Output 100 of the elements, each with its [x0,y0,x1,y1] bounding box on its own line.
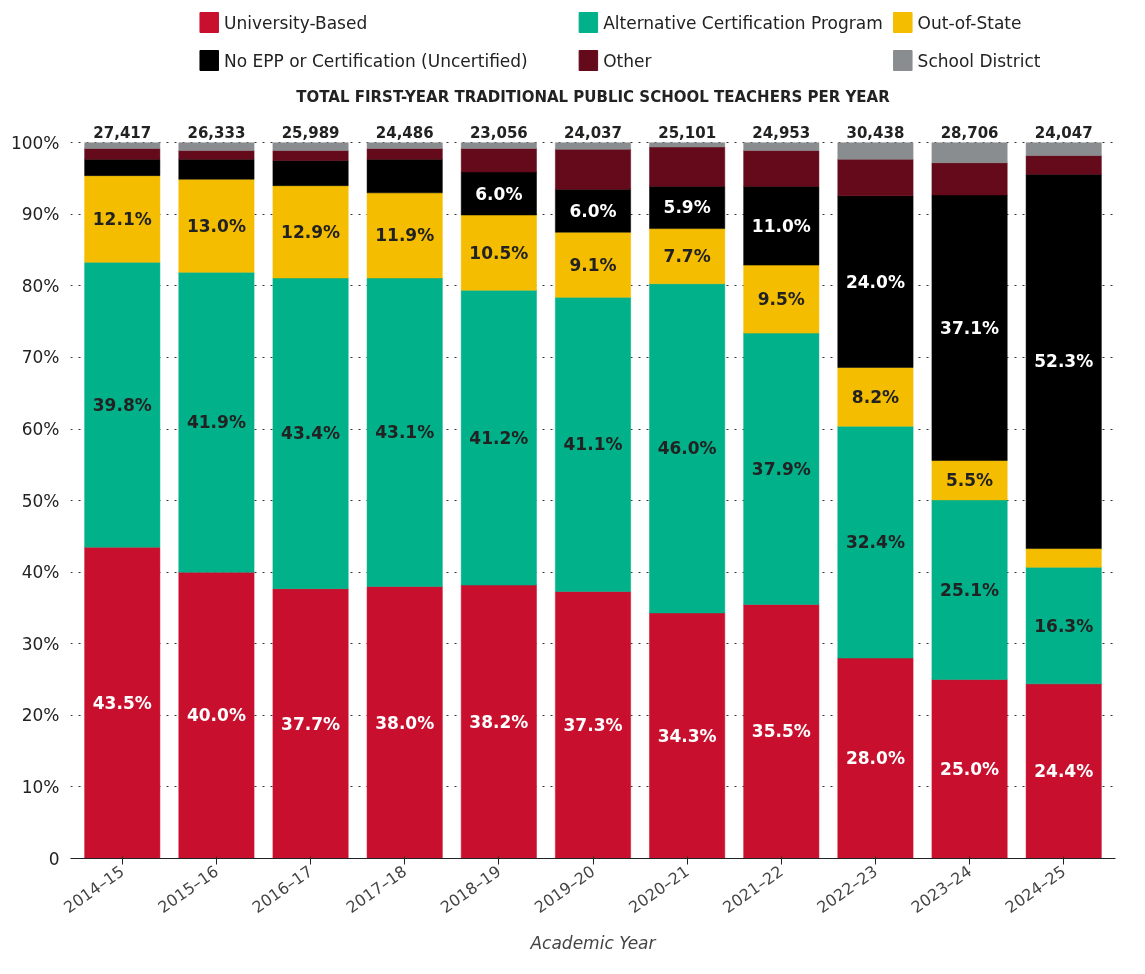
bar [931,194,1008,461]
bar [84,142,161,149]
data-label: 9.1% [569,254,617,275]
data-label: 12.9% [281,221,341,242]
bar [555,591,631,859]
data-label: 43.4% [281,423,341,444]
bar [837,195,914,368]
bar [649,228,726,284]
legend-label: Out-of-State [917,12,1022,33]
data-label: 43.1% [375,422,435,443]
y-tick-label: 50% [21,490,60,511]
x-axis-title: Academic Year [529,932,657,953]
chart-title: TOTAL FIRST-YEAR TRADITIONAL PUBLIC SCHOOL TEACHERS PER YEAR [296,87,891,106]
bar [743,264,820,334]
bar [743,604,820,859]
data-label: 10.5% [469,242,529,263]
bar [272,185,349,279]
data-label: 35.5% [751,721,811,742]
data-label: 24.4% [1034,761,1094,782]
bar [837,158,914,196]
bar [743,150,820,187]
bar [931,142,1008,163]
bar [1025,683,1102,859]
bar [743,332,820,605]
bar [1025,566,1102,685]
y-tick-label: 90% [21,204,60,225]
annotation: 24,486 [375,123,434,142]
data-label: 40.0% [186,705,246,726]
data-label: 5.9% [663,197,711,218]
data-label: 16.3% [1034,615,1094,636]
data-label: 52.3% [1034,351,1094,372]
bar [178,158,255,180]
bar [649,146,726,187]
bar [460,142,537,149]
annotation: 30,438 [846,123,905,142]
bar [1025,173,1102,549]
data-label: 46.0% [657,438,717,459]
annotation: 24,953 [752,123,811,142]
data-label: 28.0% [845,748,905,769]
bar [84,175,161,263]
bar [84,546,161,859]
legend-label: No EPP or Certification (Uncertified) [224,50,528,71]
annotation: 25,989 [281,123,340,142]
legend-label: School District [917,50,1041,71]
data-label: 6.0% [475,183,523,204]
bar [931,499,1008,680]
bar [649,283,726,614]
legend-label: Other [603,50,652,71]
bar [931,679,1008,859]
data-label: 13.0% [186,215,246,236]
bar [1025,142,1102,156]
bar [460,148,537,173]
annotation: 26,333 [187,123,246,142]
bar [84,148,161,160]
bar [366,192,443,279]
data-label: 7.7% [663,246,711,267]
data-label: 43.5% [92,692,152,713]
data-label: 37.3% [563,715,623,736]
data-label: 25.0% [940,759,1000,780]
data-label: 9.5% [757,289,805,310]
bar [649,612,726,859]
bar [178,272,255,573]
data-label: 41.1% [563,434,623,455]
data-label: 37.9% [751,458,811,479]
bar [555,297,631,592]
bar [178,142,255,151]
bar [931,162,1008,196]
bar [366,148,443,160]
bar [837,367,914,427]
y-tick-label: 40% [21,562,60,583]
data-label: 37.1% [940,317,1000,338]
bar [366,586,443,859]
bar [178,150,255,160]
data-label: 32.4% [845,532,905,553]
bar [743,186,820,266]
bar [555,142,631,150]
bar [460,214,537,291]
y-tick-label: 20% [21,705,60,726]
annotation: 28,706 [940,123,999,142]
bar [366,277,443,587]
bar [649,142,726,148]
bar [272,588,349,859]
annotation: 25,101 [658,123,717,142]
bar [366,142,443,149]
bar [272,142,349,151]
data-label: 39.8% [92,394,152,415]
y-tick-label: 60% [21,419,60,440]
y-tick-label: 30% [21,633,60,654]
bar [837,142,914,160]
bar [366,158,443,194]
bar [1025,548,1102,568]
y-tick-label: 80% [21,275,60,296]
data-label: 41.2% [469,427,529,448]
annotation: 24,037 [564,123,622,142]
data-label: 41.9% [186,412,246,433]
y-tick-label: 100% [10,132,60,153]
bar [931,460,1008,501]
data-label: 8.2% [851,386,900,407]
bar [460,584,537,859]
bar [555,148,631,190]
